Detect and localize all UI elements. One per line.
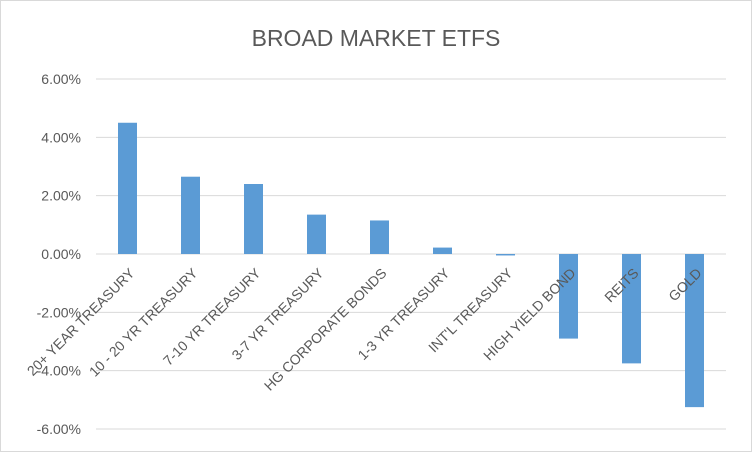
gridlines	[96, 78, 726, 430]
y-tick-label: 2.00%	[41, 188, 81, 204]
category-label: 10 - 20 YR TREASURY	[86, 264, 201, 379]
chart-title: BROAD MARKET ETFS	[252, 25, 501, 51]
bar	[244, 184, 263, 254]
category-label: HG CORPORATE BONDS	[261, 265, 390, 394]
y-tick-label: -6.00%	[37, 421, 81, 437]
bar	[181, 176, 200, 254]
bar	[307, 214, 326, 254]
bar	[685, 254, 704, 408]
bar	[433, 247, 452, 254]
y-tick-label: 6.00%	[41, 71, 81, 87]
bar	[559, 254, 578, 339]
y-axis-tick-labels: 6.00% 4.00% 2.00% 0.00% -2.00% -4.00% -6.00%	[37, 71, 81, 437]
bar	[622, 254, 641, 364]
y-tick-label: -4.00%	[37, 363, 81, 379]
y-tick-label: 0.00%	[41, 246, 81, 262]
bars	[118, 122, 704, 408]
bar	[370, 220, 389, 254]
category-label: 20+ YEAR TREASURY	[24, 264, 138, 378]
y-tick-label: -2.00%	[37, 304, 81, 320]
bar	[496, 254, 515, 256]
bar	[118, 122, 137, 254]
y-tick-label: 4.00%	[41, 129, 81, 145]
